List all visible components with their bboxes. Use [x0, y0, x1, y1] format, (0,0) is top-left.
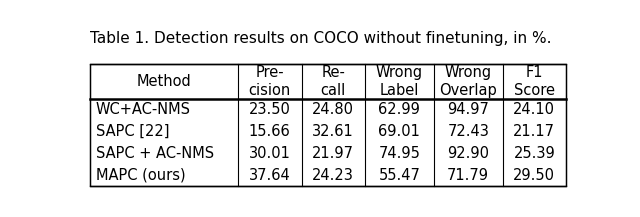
Text: 30.01: 30.01	[249, 146, 291, 161]
Text: 72.43: 72.43	[447, 124, 489, 139]
Text: 94.97: 94.97	[447, 102, 489, 117]
Text: SAPC + AC-NMS: SAPC + AC-NMS	[96, 146, 214, 161]
Text: 71.79: 71.79	[447, 168, 489, 183]
Text: 25.39: 25.39	[513, 146, 556, 161]
Text: 24.23: 24.23	[312, 168, 354, 183]
Text: 37.64: 37.64	[249, 168, 291, 183]
Text: 55.47: 55.47	[378, 168, 420, 183]
Text: Overlap: Overlap	[439, 83, 497, 98]
Text: 69.01: 69.01	[378, 124, 420, 139]
Text: 62.99: 62.99	[378, 102, 420, 117]
Text: Wrong: Wrong	[376, 65, 423, 80]
Text: 29.50: 29.50	[513, 168, 556, 183]
Text: SAPC [22]: SAPC [22]	[96, 124, 170, 139]
Text: F1: F1	[525, 65, 543, 80]
Text: 15.66: 15.66	[249, 124, 291, 139]
Text: Label: Label	[380, 83, 419, 98]
Text: MAPC (ours): MAPC (ours)	[96, 168, 186, 183]
Text: Method: Method	[136, 74, 191, 89]
Text: Score: Score	[514, 83, 555, 98]
Text: cision: cision	[249, 83, 291, 98]
Text: WC+AC-NMS: WC+AC-NMS	[96, 102, 191, 117]
Text: Re-: Re-	[321, 65, 345, 80]
Text: Wrong: Wrong	[445, 65, 492, 80]
Bar	[90, 64, 566, 186]
Text: 74.95: 74.95	[378, 146, 420, 161]
Text: 24.10: 24.10	[513, 102, 556, 117]
Text: 21.17: 21.17	[513, 124, 556, 139]
Text: call: call	[321, 83, 346, 98]
Text: Pre-: Pre-	[255, 65, 284, 80]
Text: 21.97: 21.97	[312, 146, 355, 161]
Text: 23.50: 23.50	[249, 102, 291, 117]
Text: 24.80: 24.80	[312, 102, 355, 117]
Text: 32.61: 32.61	[312, 124, 354, 139]
Text: 92.90: 92.90	[447, 146, 489, 161]
Text: Table 1. Detection results on COCO without finetuning, in %.: Table 1. Detection results on COCO witho…	[90, 31, 552, 46]
